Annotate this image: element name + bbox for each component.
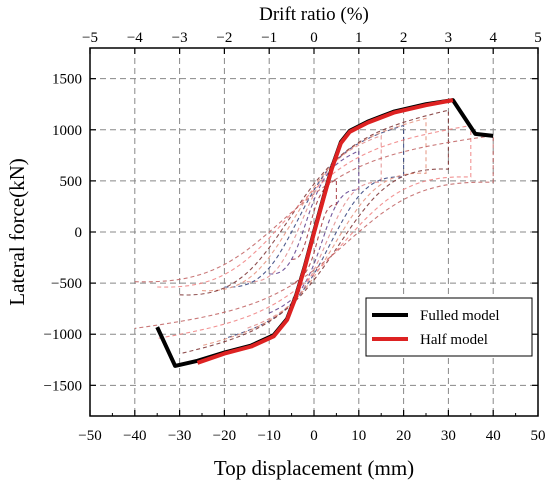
hysteresis-loop [157, 124, 472, 340]
top-tick-label: −2 [216, 30, 232, 46]
top-tick-label: 2 [400, 30, 408, 46]
y-tick-label: 1500 [52, 72, 82, 88]
x-tick-label: 30 [441, 428, 456, 444]
hysteresis-loop [291, 178, 337, 286]
y-tick-label: −500 [51, 276, 82, 292]
y-tick-label: 500 [60, 174, 83, 190]
legend-label-half: Half model [420, 332, 488, 348]
y-tick-label: 1000 [52, 123, 82, 139]
series-line-half-model [196, 98, 454, 365]
x-tick-label: −10 [257, 428, 280, 444]
x-tick-label: 20 [396, 428, 411, 444]
x-tick-label: −30 [168, 428, 191, 444]
hysteresis-loop [201, 117, 427, 347]
x-tick-label: 50 [531, 428, 546, 444]
y-axis-title: Lateral force(kN) [5, 158, 29, 305]
top-tick-label: 1 [355, 30, 363, 46]
x-tick-label: 10 [351, 428, 366, 444]
y-tick-label: 0 [75, 225, 83, 241]
hysteresis-loop [134, 134, 494, 329]
x-tick-label: 40 [486, 428, 501, 444]
x-axis-title: Top displacement (mm) [214, 456, 414, 480]
grid-lines [90, 48, 538, 416]
top-tick-label: 0 [310, 30, 318, 46]
top-tick-label: −3 [172, 30, 188, 46]
top-tick-label: 3 [445, 30, 453, 46]
hysteresis-loop [224, 124, 405, 340]
axis-ticks: −50 −40 −30 −20 −10 0 10 20 30 40 50−5 −4 −3 −2 −1 0 1 2 3… [44, 30, 546, 444]
top-tick-label: 5 [534, 30, 542, 46]
legend-box [365, 297, 533, 357]
top-axis-title: Drift ratio (%) [259, 4, 369, 25]
y-tick-label: −1000 [44, 327, 82, 343]
top-tick-label: 4 [489, 30, 497, 46]
legend-label-fulled: Fulled model [420, 308, 500, 324]
x-tick-label: 0 [310, 428, 318, 444]
x-tick-label: −20 [213, 428, 236, 444]
hysteresis-loop [179, 109, 449, 355]
legend: Fulled model Half model [365, 297, 533, 357]
x-tick-label: −50 [78, 428, 101, 444]
y-tick-label: −1500 [44, 378, 82, 394]
envelope-series [155, 98, 494, 368]
top-tick-label: −4 [127, 30, 143, 46]
x-tick-label: −40 [123, 428, 146, 444]
top-tick-label: −5 [82, 30, 98, 46]
top-tick-label: −1 [261, 30, 277, 46]
